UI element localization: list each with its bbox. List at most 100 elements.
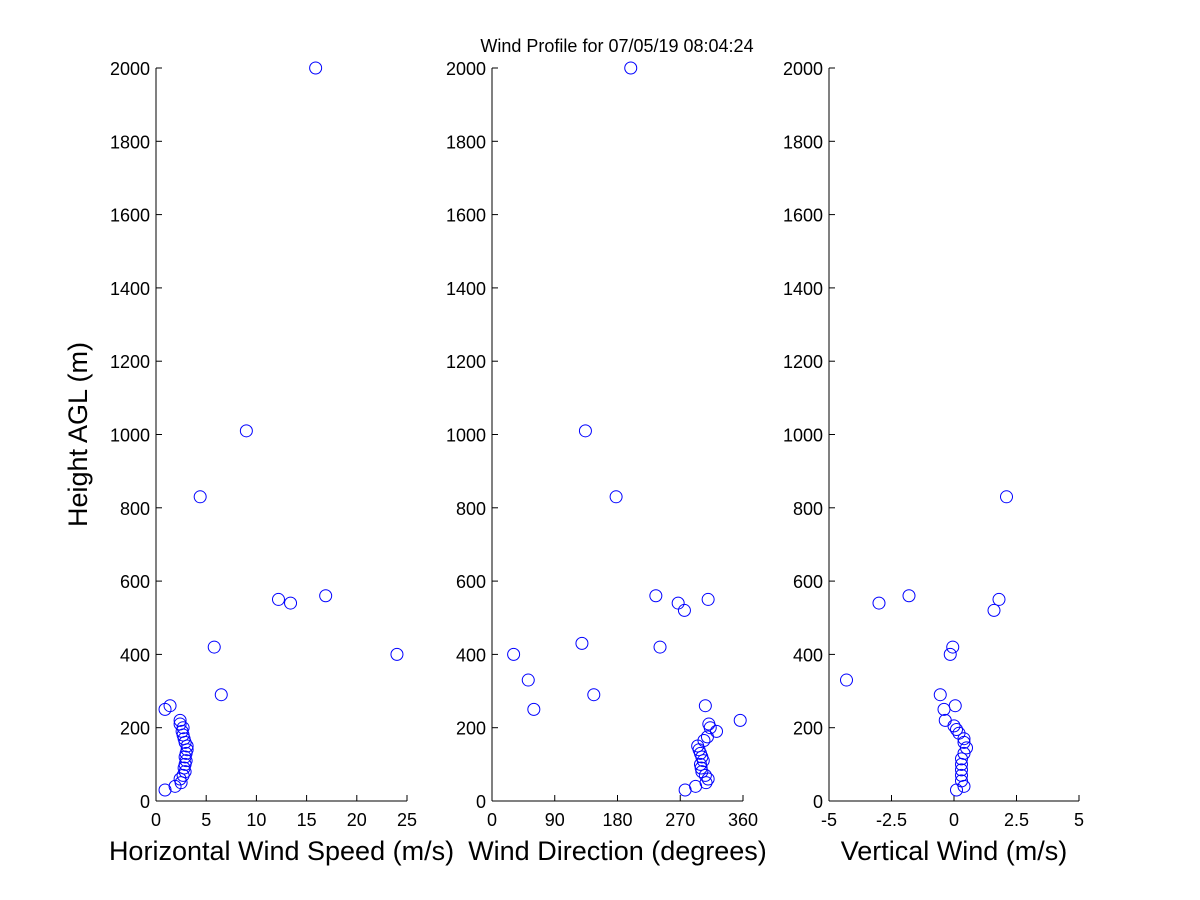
x-tick-label: 90 bbox=[545, 810, 565, 830]
data-point bbox=[710, 724, 724, 738]
y-tick-label: 1000 bbox=[110, 426, 150, 446]
data-point bbox=[697, 734, 711, 748]
y-tick-label: 800 bbox=[456, 499, 486, 519]
x-tick-label: 10 bbox=[246, 810, 266, 830]
data-point bbox=[840, 673, 853, 687]
data-point bbox=[284, 596, 298, 610]
data-point bbox=[992, 592, 1006, 606]
y-tick-label: 1000 bbox=[783, 426, 823, 446]
y-tick-label: 400 bbox=[793, 645, 823, 665]
subplot-1: 0 200 400 600 800 1000 1200 1400 1600 1800 2000 0 5 1… bbox=[63, 59, 454, 866]
data-point bbox=[507, 647, 521, 661]
subplot-3: 0 200 400 600 800 1000 1200 1400 1600 1800 2000 -5 -… bbox=[783, 59, 1084, 866]
y-tick-label: 2000 bbox=[783, 59, 823, 79]
y-tick-label: 600 bbox=[120, 572, 150, 592]
figure-title: Wind Profile for 07/05/19 08:04:24 bbox=[480, 36, 753, 56]
data-point bbox=[1000, 490, 1013, 504]
x-tick-label: 0 bbox=[151, 810, 161, 830]
data-point bbox=[902, 589, 916, 603]
data-point bbox=[173, 713, 187, 727]
y-tick-label: 1400 bbox=[446, 279, 486, 299]
data-point bbox=[955, 752, 968, 766]
data-point bbox=[173, 717, 187, 731]
data-point bbox=[609, 490, 623, 504]
x-tick-label: 0 bbox=[949, 810, 959, 830]
data-point bbox=[319, 589, 333, 603]
y-tick-label: 1000 bbox=[446, 426, 486, 446]
data-point bbox=[653, 640, 667, 654]
y-tick-label: 600 bbox=[793, 572, 823, 592]
y-tick-label: 2000 bbox=[446, 59, 486, 79]
y-tick-label: 1600 bbox=[783, 206, 823, 226]
data-point bbox=[933, 688, 947, 702]
x-tick-label: -2.5 bbox=[876, 810, 907, 830]
data-point bbox=[955, 774, 968, 788]
y-tick-label: 1200 bbox=[110, 352, 150, 372]
data-point bbox=[239, 424, 253, 438]
data-point bbox=[677, 603, 691, 617]
y-tick-label: 1600 bbox=[110, 206, 150, 226]
data-point bbox=[987, 603, 1001, 617]
y-tick-label: 400 bbox=[456, 645, 486, 665]
y-axis-label: Height AGL (m) bbox=[63, 342, 93, 527]
data-point bbox=[193, 490, 207, 504]
y-tick-label: 400 bbox=[120, 645, 150, 665]
x-tick-label: 360 bbox=[728, 810, 758, 830]
y-tick-label: 1600 bbox=[446, 206, 486, 226]
x-tick-label: 20 bbox=[347, 810, 367, 830]
data-point bbox=[176, 768, 190, 782]
data-point bbox=[587, 688, 601, 702]
data-point bbox=[946, 640, 960, 654]
data-point bbox=[693, 757, 707, 771]
x-tick-label: 270 bbox=[665, 810, 695, 830]
x-tick-label: -5 bbox=[821, 810, 837, 830]
y-tick-label: 800 bbox=[120, 499, 150, 519]
y-tick-label: 1200 bbox=[783, 352, 823, 372]
x-tick-label: 180 bbox=[602, 810, 632, 830]
data-point bbox=[521, 673, 535, 687]
y-tick-label: 200 bbox=[120, 719, 150, 739]
y-tick-label: 1400 bbox=[783, 279, 823, 299]
y-tick-label: 1800 bbox=[446, 132, 486, 152]
data-point bbox=[649, 589, 663, 603]
x-tick-label: 2.5 bbox=[1004, 810, 1029, 830]
y-tick-label: 800 bbox=[793, 499, 823, 519]
data-point bbox=[207, 640, 221, 654]
data-point bbox=[699, 776, 713, 790]
y-tick-label: 2000 bbox=[110, 59, 150, 79]
x-tick-label: 15 bbox=[297, 810, 317, 830]
data-point bbox=[624, 61, 638, 75]
data-point bbox=[955, 763, 968, 777]
data-point bbox=[955, 768, 968, 782]
data-point bbox=[390, 647, 404, 661]
x-tick-label: 5 bbox=[201, 810, 211, 830]
data-point bbox=[948, 699, 962, 713]
y-tick-label: 1200 bbox=[446, 352, 486, 372]
data-point bbox=[163, 699, 177, 713]
data-point bbox=[960, 741, 973, 755]
subplot-2: 0 200 400 600 800 1000 1200 1400 1600 1800 2000 0 90… bbox=[446, 59, 767, 866]
data-point bbox=[733, 713, 747, 727]
x-axis-label: Wind Direction (degrees) bbox=[468, 836, 767, 866]
data-point bbox=[271, 592, 285, 606]
data-point bbox=[158, 783, 172, 797]
x-tick-label: 5 bbox=[1074, 810, 1084, 830]
data-point bbox=[214, 688, 228, 702]
x-tick-label: 25 bbox=[397, 810, 417, 830]
data-point bbox=[702, 717, 716, 731]
y-tick-label: 1400 bbox=[110, 279, 150, 299]
data-point bbox=[698, 768, 712, 782]
y-tick-label: 600 bbox=[456, 572, 486, 592]
data-point bbox=[957, 746, 971, 760]
x-tick-label: 0 bbox=[487, 810, 497, 830]
y-tick-label: 1800 bbox=[110, 132, 150, 152]
data-point bbox=[943, 647, 957, 661]
data-point bbox=[952, 726, 966, 740]
y-tick-label: 0 bbox=[140, 792, 150, 812]
data-point bbox=[527, 702, 541, 716]
data-point bbox=[698, 699, 712, 713]
data-point bbox=[872, 596, 886, 610]
data-point bbox=[701, 592, 715, 606]
